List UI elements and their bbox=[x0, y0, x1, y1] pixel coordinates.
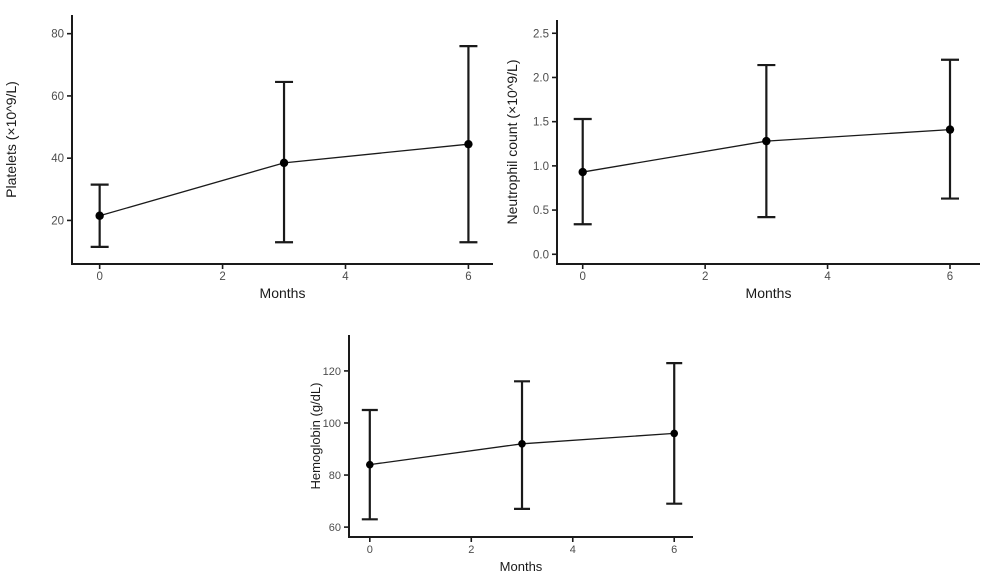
y-tick-label: 20 bbox=[51, 215, 64, 227]
x-axis-title: Months bbox=[746, 285, 792, 301]
y-axis-title: Hemoglobin (g/dL) bbox=[308, 383, 323, 490]
platelets-plot-svg: 20 40 60 80 0 2 4 6 Platelets (×10^9/L) Months bbox=[3, 15, 493, 301]
chart-neutrophils: 0.0 0.5 1.0 1.5 2.0 2.5 0 2 4 6 Neutrophil count (… bbox=[505, 0, 1005, 305]
y-tick-label: 120 bbox=[323, 366, 341, 378]
chart-hemoglobin: 60 80 100 120 0 2 4 6 Hemoglobin (g/dL) Months bbox=[300, 320, 705, 582]
data-point bbox=[578, 167, 587, 177]
x-tick-label: 0 bbox=[96, 271, 102, 283]
x-axis-title: Months bbox=[500, 559, 543, 574]
data-point bbox=[279, 158, 289, 168]
x-tick-label: 2 bbox=[468, 544, 474, 556]
y-tick-label: 0.5 bbox=[533, 205, 549, 217]
y-tick-label: 40 bbox=[51, 153, 64, 165]
y-axis-title: Platelets (×10^9/L) bbox=[3, 81, 19, 198]
y-tick-label: 60 bbox=[51, 91, 64, 103]
x-tick-label: 6 bbox=[671, 544, 677, 556]
x-tick-label: 0 bbox=[367, 544, 373, 556]
data-point bbox=[762, 136, 771, 146]
x-tick-label: 6 bbox=[947, 271, 953, 283]
y-tick-label: 2.5 bbox=[533, 28, 549, 40]
hemoglobin-plot-svg: 60 80 100 120 0 2 4 6 Hemoglobin (g/dL) Months bbox=[308, 335, 693, 574]
x-axis-title: Months bbox=[260, 285, 306, 301]
x-tick-label: 2 bbox=[702, 271, 708, 283]
chart-platelets: 20 40 60 80 0 2 4 6 Platelets (×10^9/L) Months bbox=[0, 0, 500, 305]
data-point bbox=[95, 211, 104, 220]
x-tick-label: 2 bbox=[219, 271, 225, 283]
data-point bbox=[945, 125, 955, 134]
x-tick-label: 4 bbox=[342, 271, 349, 283]
y-tick-label: 100 bbox=[323, 418, 341, 430]
y-tick-label: 80 bbox=[329, 470, 341, 482]
y-tick-label: 2.0 bbox=[533, 72, 549, 84]
x-tick-label: 4 bbox=[824, 271, 831, 283]
y-tick-label: 60 bbox=[329, 522, 341, 534]
y-tick-label: 80 bbox=[51, 29, 64, 41]
y-axis-title: Neutrophil count (×10^9/L) bbox=[505, 60, 520, 225]
data-point bbox=[670, 429, 679, 438]
y-tick-label: 1.0 bbox=[533, 161, 549, 173]
x-tick-label: 0 bbox=[580, 271, 586, 283]
data-point bbox=[366, 460, 374, 469]
y-tick-label: 0.0 bbox=[533, 249, 549, 261]
x-tick-label: 4 bbox=[570, 544, 576, 556]
data-point bbox=[464, 139, 473, 149]
y-tick-label: 1.5 bbox=[533, 117, 549, 129]
data-point bbox=[518, 440, 526, 448]
x-tick-label: 6 bbox=[465, 271, 471, 283]
neutrophils-plot-svg: 0.0 0.5 1.0 1.5 2.0 2.5 0 2 4 6 Neutrophil count (… bbox=[505, 20, 980, 301]
